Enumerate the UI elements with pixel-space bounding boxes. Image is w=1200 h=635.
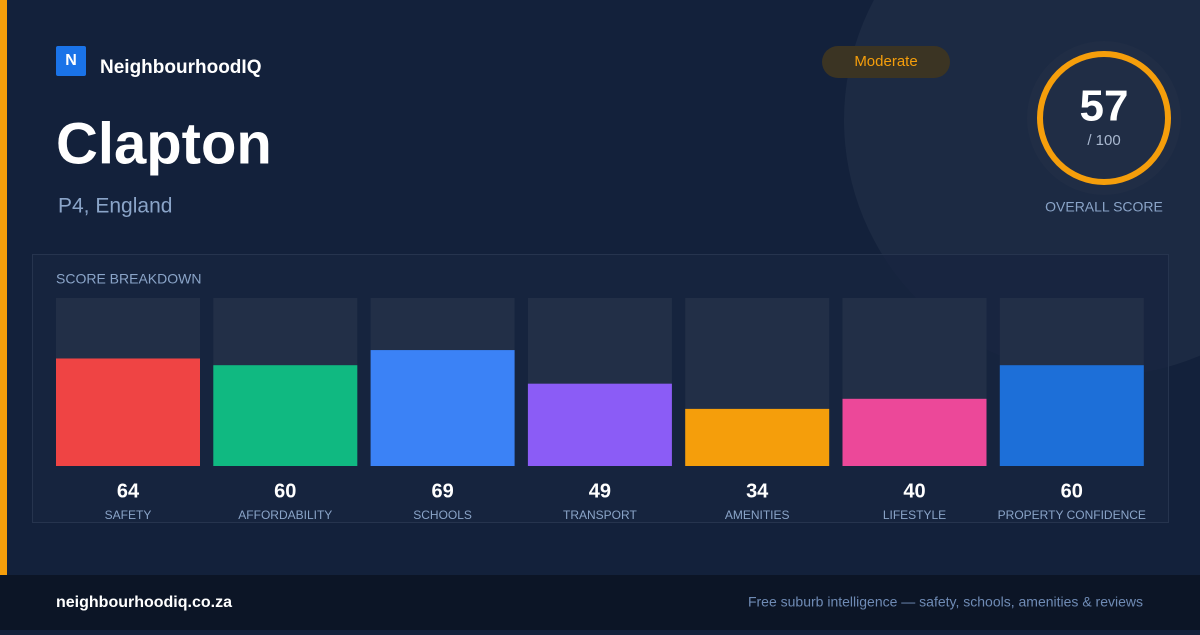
bar-value: 69 (431, 480, 453, 502)
score-label: OVERALL SCORE (1045, 199, 1163, 215)
score-ring (1037, 51, 1171, 185)
score-max: / 100 (1087, 132, 1120, 149)
footer-tagline: Free suburb intelligence — safety, schoo… (748, 594, 1143, 610)
badge-text: Moderate (854, 53, 917, 70)
bar-value: 49 (589, 480, 611, 502)
bar-label: PROPERTY CONFIDENCE (998, 508, 1146, 522)
brand: NeighbourhoodIQ (100, 57, 261, 78)
breakdown-title: SCORE BREAKDOWN (56, 271, 201, 287)
bar (842, 398, 987, 466)
logo (56, 46, 86, 76)
score-value: 57 (1080, 82, 1129, 131)
badge (822, 46, 950, 78)
bar-label: AFFORDABILITY (238, 508, 332, 522)
bar-value: 64 (117, 480, 140, 502)
bar-value: 34 (746, 480, 769, 502)
title: Clapton (56, 111, 272, 176)
bars: 64 SAFETY 60 AFFORDABILITY 69 SCHOOLS 49 TRANSP… (56, 298, 1146, 522)
bar (685, 408, 830, 466)
footer-site: neighbourhoodiq.co.za (56, 594, 232, 611)
bar (213, 365, 358, 466)
score-backdrop (1027, 41, 1181, 195)
subtitle: P4, England (58, 195, 172, 218)
bar-value: 40 (903, 480, 925, 502)
bar-label: AMENITIES (725, 508, 790, 522)
bar (370, 350, 515, 466)
logo-letter: N (65, 52, 77, 69)
bar-label: LIFESTYLE (883, 508, 946, 522)
bar (56, 358, 200, 466)
bar (527, 383, 672, 466)
bar-value: 60 (274, 480, 296, 502)
bar-value: 60 (1061, 480, 1083, 502)
footer (0, 575, 1200, 630)
bar (999, 365, 1144, 466)
accent-stripe (0, 0, 7, 575)
bar-label: TRANSPORT (563, 508, 637, 522)
bar-label: SCHOOLS (413, 508, 472, 522)
bar-label: SAFETY (105, 508, 152, 522)
